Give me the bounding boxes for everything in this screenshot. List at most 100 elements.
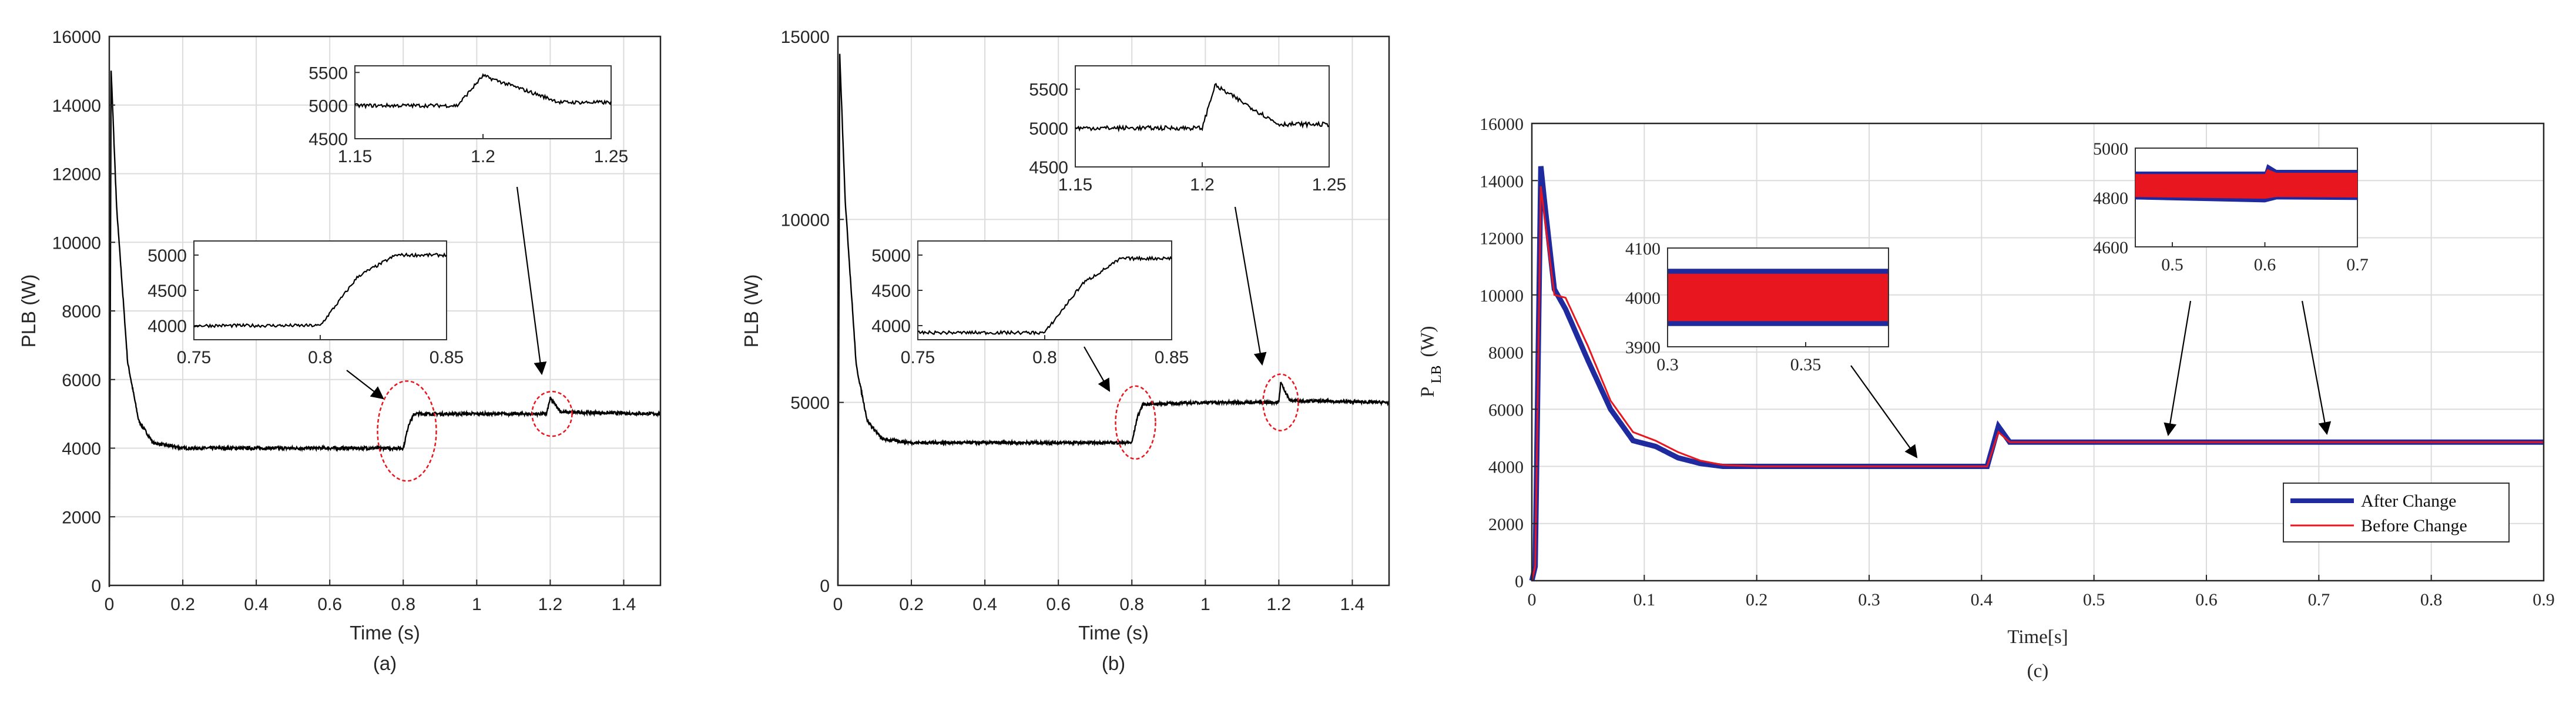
x-tick-label: 0.9 <box>2533 590 2555 609</box>
inset-x-tick-label: 0.8 <box>308 348 333 367</box>
inset-x-tick-label: 0.3 <box>1656 355 1679 374</box>
x-tick-label: 1.4 <box>1340 595 1365 614</box>
x-tick-label: 1.2 <box>1267 595 1292 614</box>
inset-y-tick-label: 5500 <box>308 63 348 83</box>
x-axis-label: Time (s) <box>350 622 420 644</box>
x-tick-label: 0.5 <box>2083 590 2105 609</box>
legend-box <box>2283 483 2510 542</box>
inset-x-tick-label: 1.25 <box>1312 175 1346 195</box>
inset-y-tick-label: 3900 <box>1625 338 1661 357</box>
y-tick-label: 4000 <box>62 440 101 459</box>
inset-y-tick-label: 4800 <box>2093 189 2128 208</box>
highlight-circle <box>377 380 437 482</box>
y-axis-label-sub: LB <box>1429 366 1444 384</box>
highlight-circle <box>1115 385 1156 460</box>
x-axis-label: Time[s] <box>2007 627 2068 648</box>
x-tick-label: 0.3 <box>1858 590 1880 609</box>
inset-y-tick-label: 5500 <box>1029 81 1068 100</box>
inset-x-tick-label: 1.2 <box>471 147 495 166</box>
plot-frame <box>837 35 1390 587</box>
x-tick-label: 0.4 <box>244 595 269 614</box>
y-tick-label: 2000 <box>62 508 101 527</box>
y-tick-label: 6000 <box>62 371 101 390</box>
inset-y-tick-label: 4600 <box>2093 238 2128 257</box>
callout-arrow <box>1084 346 1111 392</box>
inset-frame <box>193 240 447 340</box>
x-tick-label: 0.6 <box>1046 595 1071 614</box>
y-tick-label: 12000 <box>52 165 101 185</box>
inset-x-tick-label: 1.25 <box>594 147 628 166</box>
highlight-circle <box>531 390 573 437</box>
x-tick-label: 1 <box>1200 595 1210 614</box>
y-tick-label: 10000 <box>1480 286 1524 306</box>
x-axis-label: Time (s) <box>1078 622 1149 644</box>
inset-y-tick-label: 5000 <box>2093 139 2128 159</box>
x-tick-label: 0.2 <box>899 595 924 614</box>
inset-frame <box>917 240 1172 340</box>
x-tick-label: 0.6 <box>317 595 342 614</box>
y-tick-label: 14000 <box>1480 172 1524 191</box>
x-tick-label: 0 <box>833 595 843 614</box>
inset-x-tick-label: 0.35 <box>1790 355 1822 374</box>
y-axis-label: PLB (W) <box>740 274 762 348</box>
inset-x-tick-label: 0.75 <box>177 348 211 367</box>
x-tick-label: 0.2 <box>170 595 195 614</box>
x-tick-label: 0.6 <box>2195 590 2218 609</box>
y-axis-label-main: P <box>1417 387 1438 397</box>
y-tick-label: 12000 <box>1480 229 1524 249</box>
legend-label-before-change: Before Change <box>2361 516 2467 535</box>
y-tick-label: 5000 <box>790 394 830 413</box>
callout-arrow <box>1850 365 1918 458</box>
inset-y-tick-label: 4000 <box>871 317 911 336</box>
callout-arrow <box>2164 300 2192 437</box>
series-line-plb <box>108 71 661 587</box>
inset-y-tick-label: 5000 <box>1029 119 1068 139</box>
highlight-circle <box>1262 373 1299 431</box>
inset-band-before-change <box>2135 169 2357 199</box>
x-tick-label: 0.8 <box>2420 590 2443 609</box>
y-tick-label: 8000 <box>62 302 101 321</box>
x-tick-label: 1.2 <box>538 595 563 614</box>
callout-arrow <box>1234 206 1267 366</box>
panel-caption: (b) <box>1102 652 1125 674</box>
x-tick-label: 1.4 <box>612 595 636 614</box>
inset-x-tick-label: 1.2 <box>1190 175 1215 195</box>
inset-y-tick-label: 4100 <box>1625 239 1661 259</box>
y-tick-label: 2000 <box>1488 515 1524 534</box>
callout-arrow <box>516 186 547 376</box>
panel-caption: (c) <box>2027 661 2049 682</box>
y-axis-label: P LB (W) <box>1417 326 1444 397</box>
y-tick-label: 0 <box>1515 572 1524 591</box>
inset-y-tick-label: 4500 <box>308 130 348 149</box>
inset-y-tick-label: 4500 <box>147 282 187 301</box>
y-tick-label: 14000 <box>52 96 101 116</box>
inset-x-tick-label: 0.75 <box>901 348 935 367</box>
series-line-plb <box>837 53 1390 585</box>
x-tick-label: 0.8 <box>1119 595 1144 614</box>
inset-y-tick-label: 5000 <box>871 246 911 266</box>
inset-x-tick-label: 0.85 <box>430 348 464 367</box>
inset-y-tick-label: 4500 <box>871 282 911 301</box>
y-tick-label: 8000 <box>1488 343 1524 363</box>
x-tick-label: 0.7 <box>2308 590 2330 609</box>
inset-series-line <box>1075 82 1330 133</box>
inset-y-tick-label: 5000 <box>308 97 348 116</box>
inset-series-line <box>354 73 612 109</box>
inset-x-tick-label: 1.15 <box>1058 175 1092 195</box>
x-tick-label: 0 <box>1528 590 1537 609</box>
x-tick-label: 0.4 <box>972 595 997 614</box>
x-tick-label: 1 <box>472 595 482 614</box>
y-tick-label: 10000 <box>52 233 101 253</box>
series-line-before-change <box>1531 186 2544 581</box>
x-tick-label: 0 <box>105 595 115 614</box>
inset-x-tick-label: 0.8 <box>1032 348 1057 367</box>
inset-series-line <box>917 255 1172 336</box>
inset-frame <box>1075 65 1330 168</box>
inset-x-tick-label: 0.5 <box>2161 255 2183 274</box>
y-tick-label: 4000 <box>1488 458 1524 477</box>
y-tick-label: 16000 <box>52 28 101 47</box>
y-tick-label: 15000 <box>781 28 830 47</box>
y-tick-label: 10000 <box>781 210 830 230</box>
x-tick-label: 0.4 <box>1971 590 1993 609</box>
